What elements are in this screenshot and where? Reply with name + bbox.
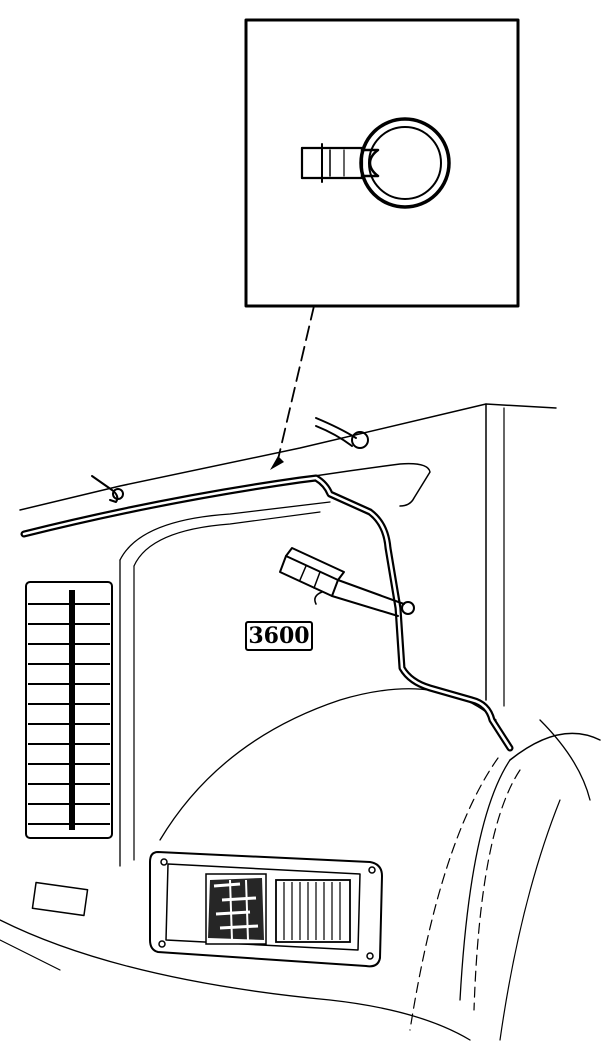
- hood-clip-left: [91, 475, 124, 503]
- connector-detail-inset: [244, 18, 520, 308]
- turn-signal-lens: [275, 879, 351, 943]
- cab-body: [0, 403, 601, 1041]
- headlamp-lens: [205, 873, 267, 945]
- wiring-harness: [20, 474, 514, 752]
- headlight-assembly: [149, 851, 383, 968]
- ring-terminal-icon: [300, 117, 451, 209]
- model-emblem: 3600: [245, 621, 313, 651]
- harness-connector-icon: [279, 547, 415, 617]
- leader-line: [270, 305, 315, 470]
- hood-clip-right: [315, 417, 369, 449]
- grille: [25, 581, 113, 839]
- bumper-marker: [31, 881, 89, 917]
- inset-frame: [244, 18, 520, 308]
- emblem-text: 3600: [248, 623, 309, 649]
